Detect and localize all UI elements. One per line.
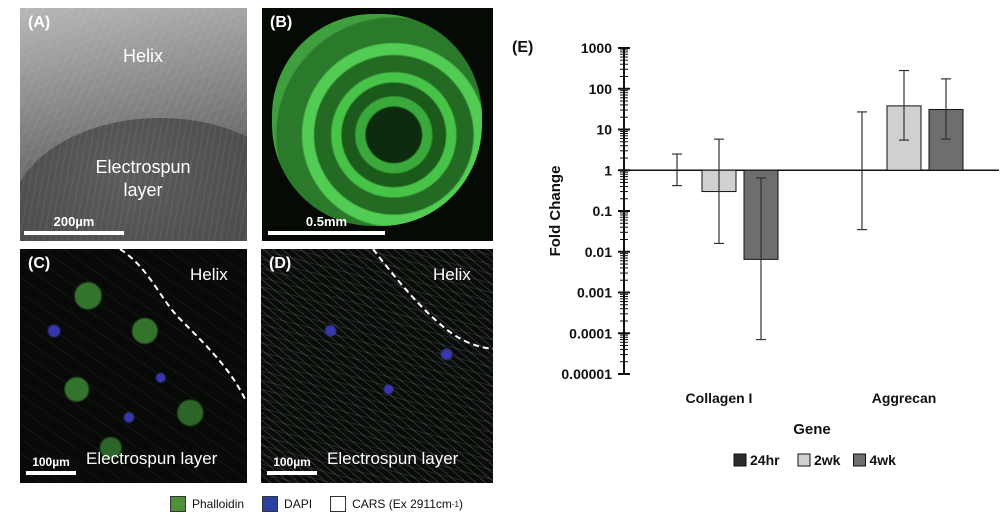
legend-swatch-24hr <box>733 453 747 467</box>
category-label: Collagen I <box>686 390 753 406</box>
y-tick-label: 0.1 <box>593 203 613 219</box>
legend-swatch-2wk <box>797 453 811 467</box>
y-tick-label: 10 <box>596 122 612 138</box>
fold-change-chart: (E) 10001001010.10.010.0010.00010.00001 … <box>512 39 999 468</box>
helix-label-d: Helix <box>433 265 471 284</box>
scale-text-c: 100µm <box>32 455 70 469</box>
phalloidin-label: Phalloidin <box>192 497 245 511</box>
cars-tail: ) <box>459 497 463 511</box>
panel-b-label: (B) <box>270 14 293 31</box>
scale-text-a: 200µm <box>53 214 95 229</box>
helix-label-c: Helix <box>190 265 228 284</box>
legend-label-4wk: 4wk <box>870 452 897 468</box>
scale-line-c <box>26 471 76 475</box>
y-tick-label: 0.01 <box>585 244 612 260</box>
category-label: Aggrecan <box>872 390 937 406</box>
panel-c-label: (C) <box>28 255 51 272</box>
scale-line-a <box>24 231 124 235</box>
electrospun-label-c: Electrospun layer <box>86 449 218 468</box>
legend-label-24hr: 24hr <box>750 452 780 468</box>
scale-line-d <box>267 471 317 475</box>
boundary-line-c <box>119 249 246 400</box>
scale-bar-d: 100µm <box>267 455 317 475</box>
stain-legend: Phalloidin DAPI CARS (Ex 2911cm -1) <box>170 496 481 512</box>
legend-swatch-4wk <box>853 453 866 467</box>
phalloidin-swatch <box>170 496 186 512</box>
scale-bar-a: 200µm <box>24 214 124 235</box>
legend-item-dapi: DAPI <box>262 496 312 512</box>
panel-d-label: (D) <box>269 255 292 272</box>
electrospun-label: Electrospun layer <box>95 157 191 201</box>
x-labels: Collagen I Aggrecan <box>686 390 937 406</box>
scale-text-d: 100µm <box>273 455 311 469</box>
legend-item-phalloidin: Phalloidin <box>170 496 244 512</box>
y-tick-label: 100 <box>589 81 613 97</box>
cars-label: CARS (Ex 2911cm <box>352 497 452 511</box>
cars-swatch <box>330 496 347 512</box>
panel-b-fluorescence-image: (B) 0.5mm <box>262 8 493 241</box>
cars-sup: -1 <box>451 499 459 509</box>
y-axis: 1000 100 10 1 0.1 0.01 0.001 0.0001 0.00001 <box>561 40 999 382</box>
panel-d-microscopy-image: (D) Helix Electrospun layer 100µm <box>261 249 493 483</box>
y-tick-label: 1000 <box>581 40 612 56</box>
scale-line-b <box>268 231 385 235</box>
boundary-line-d <box>372 249 493 350</box>
x-axis-title: Gene <box>793 421 831 438</box>
panel-a-sem-image: (A) Helix Electrospun layer 200µm <box>20 8 247 241</box>
y-axis-title: Fold Change <box>547 166 564 257</box>
scale-text-b: 0.5mm <box>305 214 348 229</box>
y-tick-label: 0.00001 <box>561 366 612 382</box>
dapi-swatch <box>262 496 279 512</box>
bars-group <box>672 69 964 341</box>
panel-a-label: (A) <box>28 14 51 31</box>
dapi-label: DAPI <box>284 497 313 511</box>
scale-bar-c: 100µm <box>26 455 76 475</box>
legend-item-cars: CARS (Ex 2911cm -1) <box>330 496 463 512</box>
y-tick-label: 0.0001 <box>569 325 612 341</box>
legend-label-2wk: 2wk <box>814 452 841 468</box>
panel-e-label: (E) <box>512 39 533 56</box>
series-legend: 24hr 2wk 4wk <box>733 452 897 468</box>
panel-c-microscopy-image: (C) Helix Electrospun layer 100µm <box>20 249 247 483</box>
y-tick-label: 1 <box>604 162 612 178</box>
scale-bar-b: 0.5mm <box>268 214 385 235</box>
electrospun-label-d: Electrospun layer <box>327 449 459 468</box>
construct-disc <box>272 14 482 226</box>
y-tick-label: 0.001 <box>577 285 612 301</box>
helix-label: Helix <box>123 46 164 66</box>
